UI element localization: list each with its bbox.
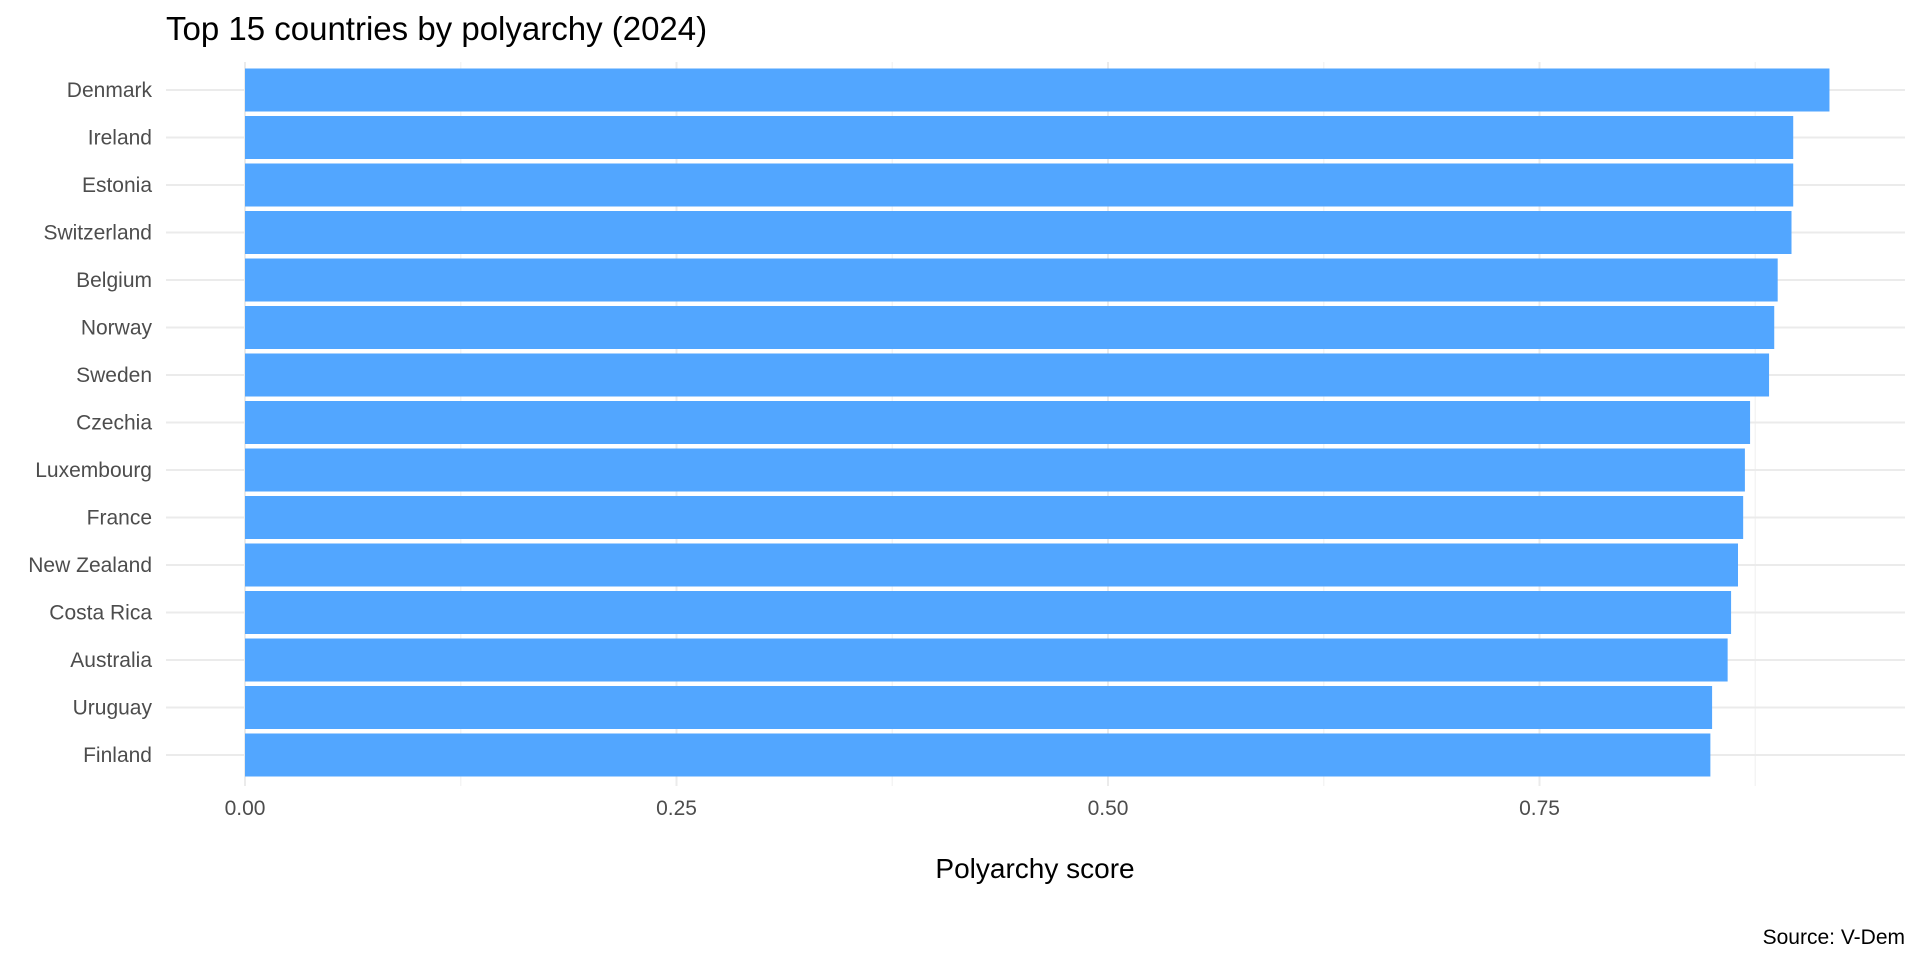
bar-uruguay [245,686,1713,729]
chart-title: Top 15 countries by polyarchy (2024) [166,10,707,47]
y-tick-label: Uruguay [73,697,153,720]
y-tick-label: Estonia [82,174,152,197]
x-tick-label: 0.25 [656,797,697,820]
y-tick-label: Australia [70,649,152,672]
y-tick-label: Belgium [76,269,152,292]
x-tick-label: 0.50 [1088,797,1129,820]
y-tick-label: New Zealand [28,554,152,577]
bar-new-zealand [245,543,1738,587]
bar-costa-rica [245,591,1732,634]
y-tick-label: Costa Rica [49,602,152,625]
y-tick-label: Switzerland [43,222,152,245]
bar-finland [245,733,1711,777]
y-tick-label: Luxembourg [35,459,152,482]
bar-estonia [245,163,1794,207]
x-tick-label: 0.00 [225,797,266,820]
y-tick-label: Sweden [76,364,152,387]
y-tick-label: France [87,507,152,530]
bar-czechia [245,401,1751,444]
y-tick-label: Denmark [67,79,153,102]
y-tick-label: Finland [83,744,152,767]
y-tick-label: Czechia [76,412,152,435]
bar-norway [245,306,1775,349]
chart-caption: Source: V-Dem [1763,926,1905,949]
y-tick-label: Ireland [88,127,152,150]
x-tick-label: 0.75 [1519,797,1560,820]
bar-france [245,496,1744,539]
bar-luxembourg [245,448,1745,492]
bar-sweden [245,353,1770,397]
bar-denmark [245,68,1830,112]
bar-australia [245,638,1728,682]
bars [245,68,1830,777]
x-axis-labels: 0.00 0.25 0.50 0.75 [225,797,1560,820]
bar-ireland [245,116,1794,159]
bar-switzerland [245,211,1792,254]
x-axis-title: Polyarchy score [935,853,1134,884]
y-axis-labels: Denmark Ireland Estonia Switzerland Belgium N… [28,79,152,767]
bar-belgium [245,258,1778,302]
y-tick-label: Norway [81,317,153,340]
